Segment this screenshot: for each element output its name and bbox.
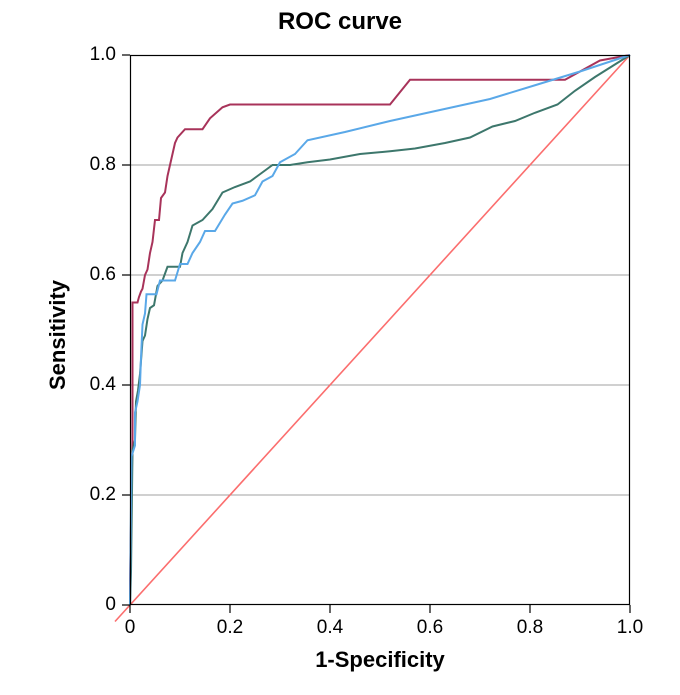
xtick-label: 0 — [125, 617, 136, 639]
xtick-label: 0.4 — [317, 617, 343, 639]
xtick-label: 0.6 — [417, 617, 443, 639]
axes-layer — [130, 55, 630, 605]
chart-title: ROC curve — [0, 8, 680, 36]
ytick-label: 0.8 — [66, 154, 116, 176]
ytick-label: 0.6 — [66, 264, 116, 286]
ytick-label: 1.0 — [66, 44, 116, 66]
ytick-label: 0 — [66, 594, 116, 616]
x-axis-label: 1-Specificity — [130, 647, 630, 673]
xtick-label: 0.8 — [517, 617, 543, 639]
ytick-label: 0.4 — [66, 374, 116, 396]
plot-area — [130, 55, 630, 605]
ytick-label: 0.2 — [66, 484, 116, 506]
xtick-label: 0.2 — [217, 617, 243, 639]
xtick-label: 1.0 — [617, 617, 643, 639]
chart-container: ROC curve Sensitivity 1-Specificity 00.2… — [0, 0, 680, 695]
plot-border — [131, 56, 630, 605]
